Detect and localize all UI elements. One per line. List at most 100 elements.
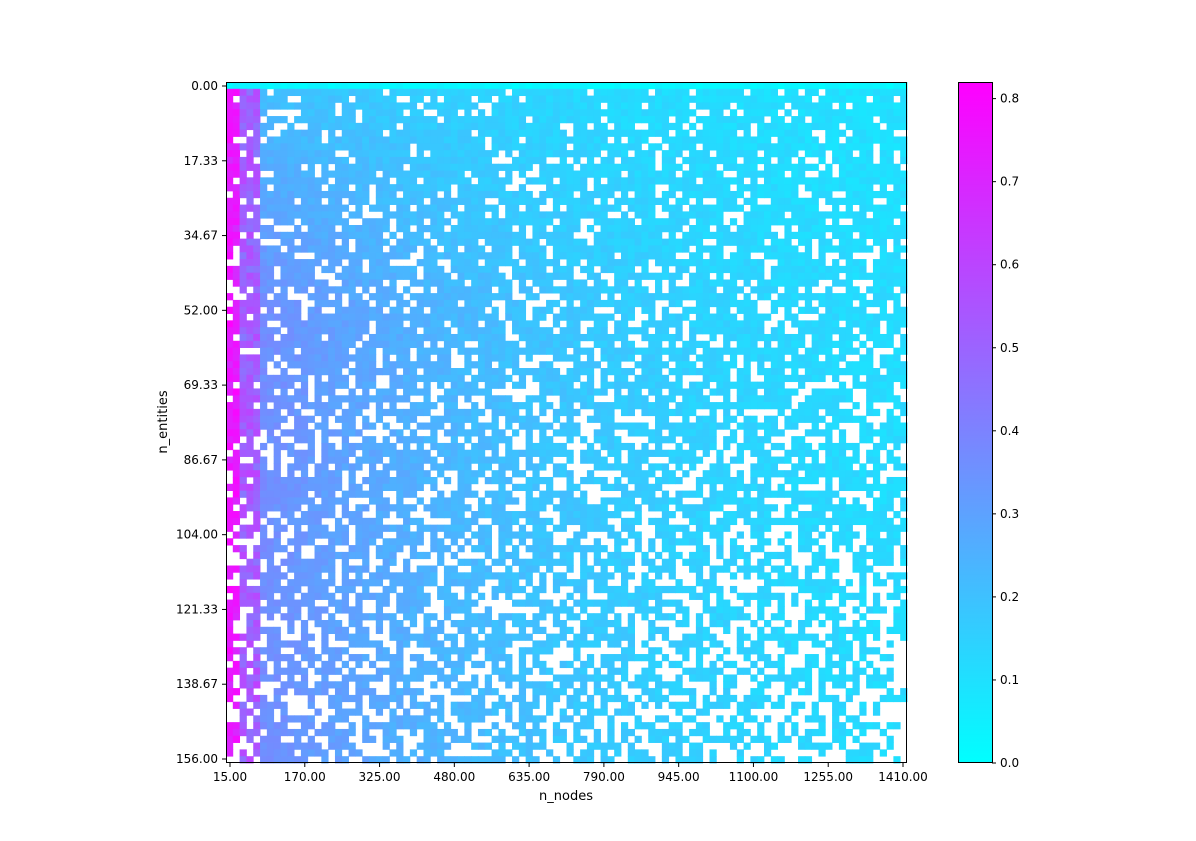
heatmap-cell (477, 388, 486, 396)
heatmap-cell (743, 374, 751, 383)
heatmap-cell (416, 170, 424, 178)
heatmap-cell (477, 429, 486, 437)
heatmap-cell (743, 422, 751, 430)
heatmap-cell (416, 347, 424, 355)
heatmap-cell (620, 143, 629, 151)
heatmap-cell (464, 109, 472, 117)
heatmap-cell (505, 456, 513, 464)
heatmap-cell (743, 218, 751, 226)
heatmap-cell (634, 395, 642, 403)
heatmap-cell (294, 449, 302, 457)
heatmap-cell (321, 88, 329, 97)
heatmap-cell (716, 374, 724, 383)
heatmap-cell (403, 381, 411, 389)
heatmap-cell (348, 279, 356, 287)
heatmap-cell (566, 293, 574, 301)
heatmap-cell (362, 415, 370, 423)
heatmap-cell (525, 129, 533, 137)
heatmap-cell (893, 490, 901, 498)
heatmap-cell (546, 340, 554, 348)
heatmap-cell (239, 238, 247, 246)
heatmap-cell (498, 504, 506, 512)
heatmap-cell (675, 163, 683, 171)
heatmap-cell (457, 156, 465, 165)
heatmap-cell (246, 395, 254, 403)
heatmap-cell (389, 156, 397, 165)
heatmap-cell (232, 436, 241, 444)
heatmap-cell (416, 197, 424, 205)
heatmap-cell (695, 204, 704, 212)
heatmap-cell (709, 259, 717, 267)
heatmap-cell (852, 122, 860, 131)
heatmap-cell (682, 408, 690, 417)
heatmap-cell (655, 422, 663, 430)
heatmap-cell (627, 184, 635, 192)
heatmap-cell (253, 361, 261, 369)
heatmap-cell (709, 143, 717, 151)
heatmap-cell (532, 122, 540, 131)
heatmap-cell (409, 449, 418, 457)
heatmap-cell (655, 177, 663, 185)
heatmap-cell (593, 299, 601, 308)
heatmap-cell (471, 116, 479, 124)
heatmap-cell (450, 150, 458, 158)
heatmap-cell (798, 381, 806, 389)
heatmap-cell (512, 497, 520, 505)
heatmap-cell (314, 306, 322, 314)
heatmap-cell (702, 88, 710, 97)
heatmap-cell (498, 327, 506, 335)
heatmap-cell (226, 238, 234, 246)
heatmap-cell (586, 354, 595, 362)
heatmap-cell (430, 476, 438, 485)
heatmap-cell (546, 327, 554, 335)
heatmap-cell (328, 449, 336, 457)
heatmap-cell (716, 116, 724, 124)
heatmap-cell (416, 122, 424, 131)
heatmap-cell (260, 388, 268, 396)
heatmap-cell (743, 170, 751, 178)
heatmap-cell (457, 252, 465, 260)
heatmap-cell (491, 511, 499, 519)
heatmap-cell (777, 129, 785, 137)
heatmap-cell (239, 354, 247, 362)
heatmap-cell (641, 204, 649, 212)
heatmap-cell (866, 395, 874, 403)
heatmap-cell (246, 470, 254, 478)
heatmap-cell (818, 299, 826, 308)
heatmap-cell (716, 231, 724, 240)
heatmap-cell (593, 150, 601, 158)
heatmap-cell (682, 395, 690, 403)
heatmap-cell (450, 102, 458, 110)
heatmap-cell (661, 504, 670, 512)
heatmap-cell (573, 143, 581, 151)
heatmap-cell (403, 511, 411, 519)
heatmap-cell (341, 170, 349, 178)
heatmap-cell (825, 136, 833, 144)
heatmap-cell (512, 368, 520, 376)
heatmap-cell (757, 82, 765, 90)
heatmap-cell (253, 374, 261, 383)
heatmap-cell (505, 402, 513, 410)
heatmap-cell (709, 320, 717, 328)
heatmap-cell (804, 476, 813, 485)
heatmap-cell (396, 483, 404, 491)
heatmap-cell (804, 211, 813, 219)
heatmap-cell (682, 429, 690, 437)
heatmap-cell (900, 82, 908, 90)
heatmap-cell (375, 225, 384, 233)
heatmap-cell (648, 402, 656, 410)
heatmap-cell (723, 340, 731, 348)
heatmap-cell (655, 442, 663, 451)
heatmap-cell (845, 211, 853, 219)
heatmap-cell (246, 429, 254, 437)
heatmap-cell (804, 163, 813, 171)
heatmap-cell (232, 490, 241, 498)
heatmap-cell (437, 122, 445, 131)
heatmap-cell (838, 184, 847, 192)
heatmap-cell (505, 204, 513, 212)
heatmap-cell (294, 374, 302, 383)
heatmap-cell (729, 150, 738, 158)
heatmap-cell (716, 225, 724, 233)
heatmap-cell (763, 381, 772, 389)
heatmap-cell (559, 327, 567, 335)
